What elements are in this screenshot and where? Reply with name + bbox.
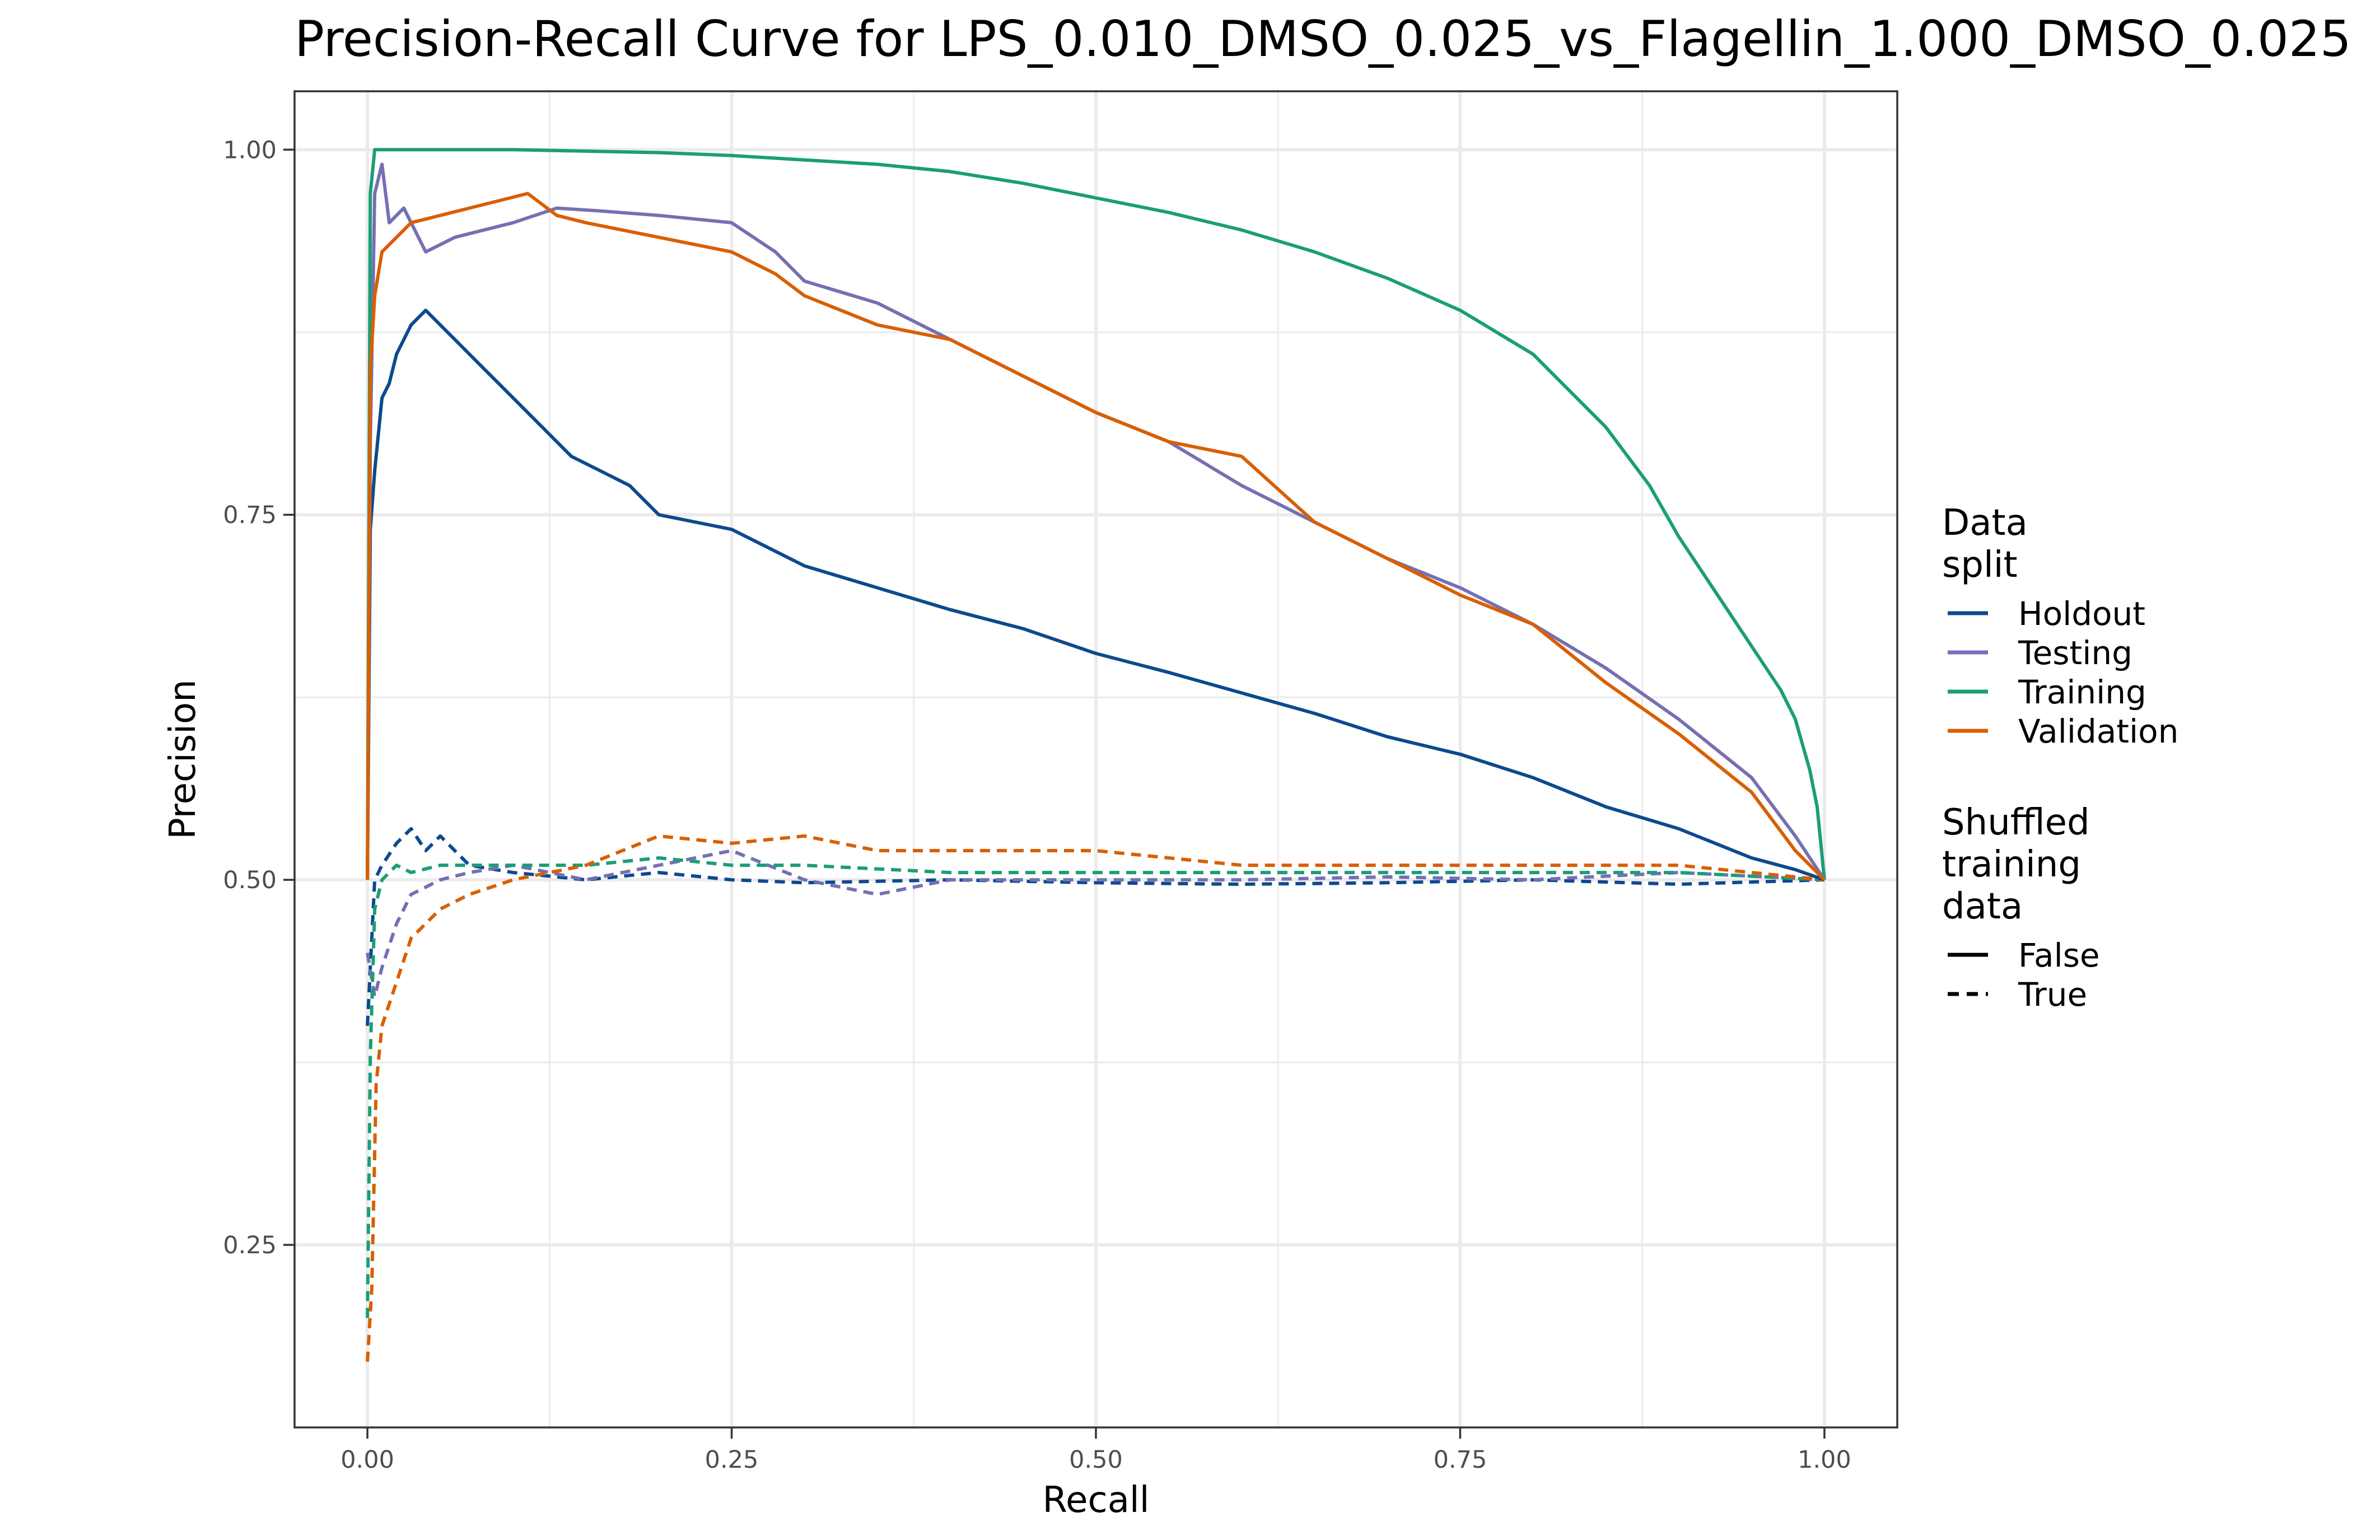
y-axis-title: Precision (162, 679, 204, 839)
chart-title: Precision-Recall Curve for LPS_0.010_DMS… (295, 10, 2351, 68)
series-line-training-shuffled (366, 856, 1825, 1318)
legend-color-title: Data split (1942, 502, 2028, 586)
legend-label-testing: Testing (2018, 634, 2132, 672)
x-tick-label: 0.00 (340, 1446, 394, 1474)
axis-ticks: 0.00 0.25 0.50 0.75 1.00 0.25 0.50 0.75 1.00 (223, 136, 1851, 1474)
series-line-training-original (366, 148, 1826, 880)
legend: Data split HoldoutTestingTrainingValidatio… (1942, 502, 2178, 1014)
y-tick-label: 0.50 (223, 866, 277, 894)
legend-label-holdout: Holdout (2018, 595, 2145, 633)
legend-label-false: False (2018, 936, 2100, 974)
series-line-testing-shuffled (366, 849, 1825, 998)
y-tick-label: 0.75 (223, 501, 277, 529)
x-tick-label: 0.25 (705, 1446, 759, 1474)
legend-label-training: Training (2018, 673, 2146, 711)
y-tick-label: 0.25 (223, 1231, 277, 1259)
x-axis-title: Recall (1043, 1480, 1150, 1521)
legend-linetype-title: Shuffled training data (1942, 802, 2090, 927)
legend-label-validation: Validation (2018, 712, 2178, 750)
legend-label-true: True (2018, 976, 2087, 1014)
series-lines (366, 148, 1826, 1362)
x-tick-label: 0.50 (1069, 1446, 1123, 1474)
y-tick-label: 1.00 (223, 136, 277, 164)
series-line-holdout-shuffled (366, 827, 1824, 1026)
series-line-holdout-original (366, 309, 1825, 881)
x-tick-label: 1.00 (1798, 1446, 1851, 1474)
series-line-validation-shuffled (366, 834, 1825, 1362)
x-tick-label: 0.75 (1434, 1446, 1487, 1474)
series-line-validation-original (366, 192, 1826, 881)
